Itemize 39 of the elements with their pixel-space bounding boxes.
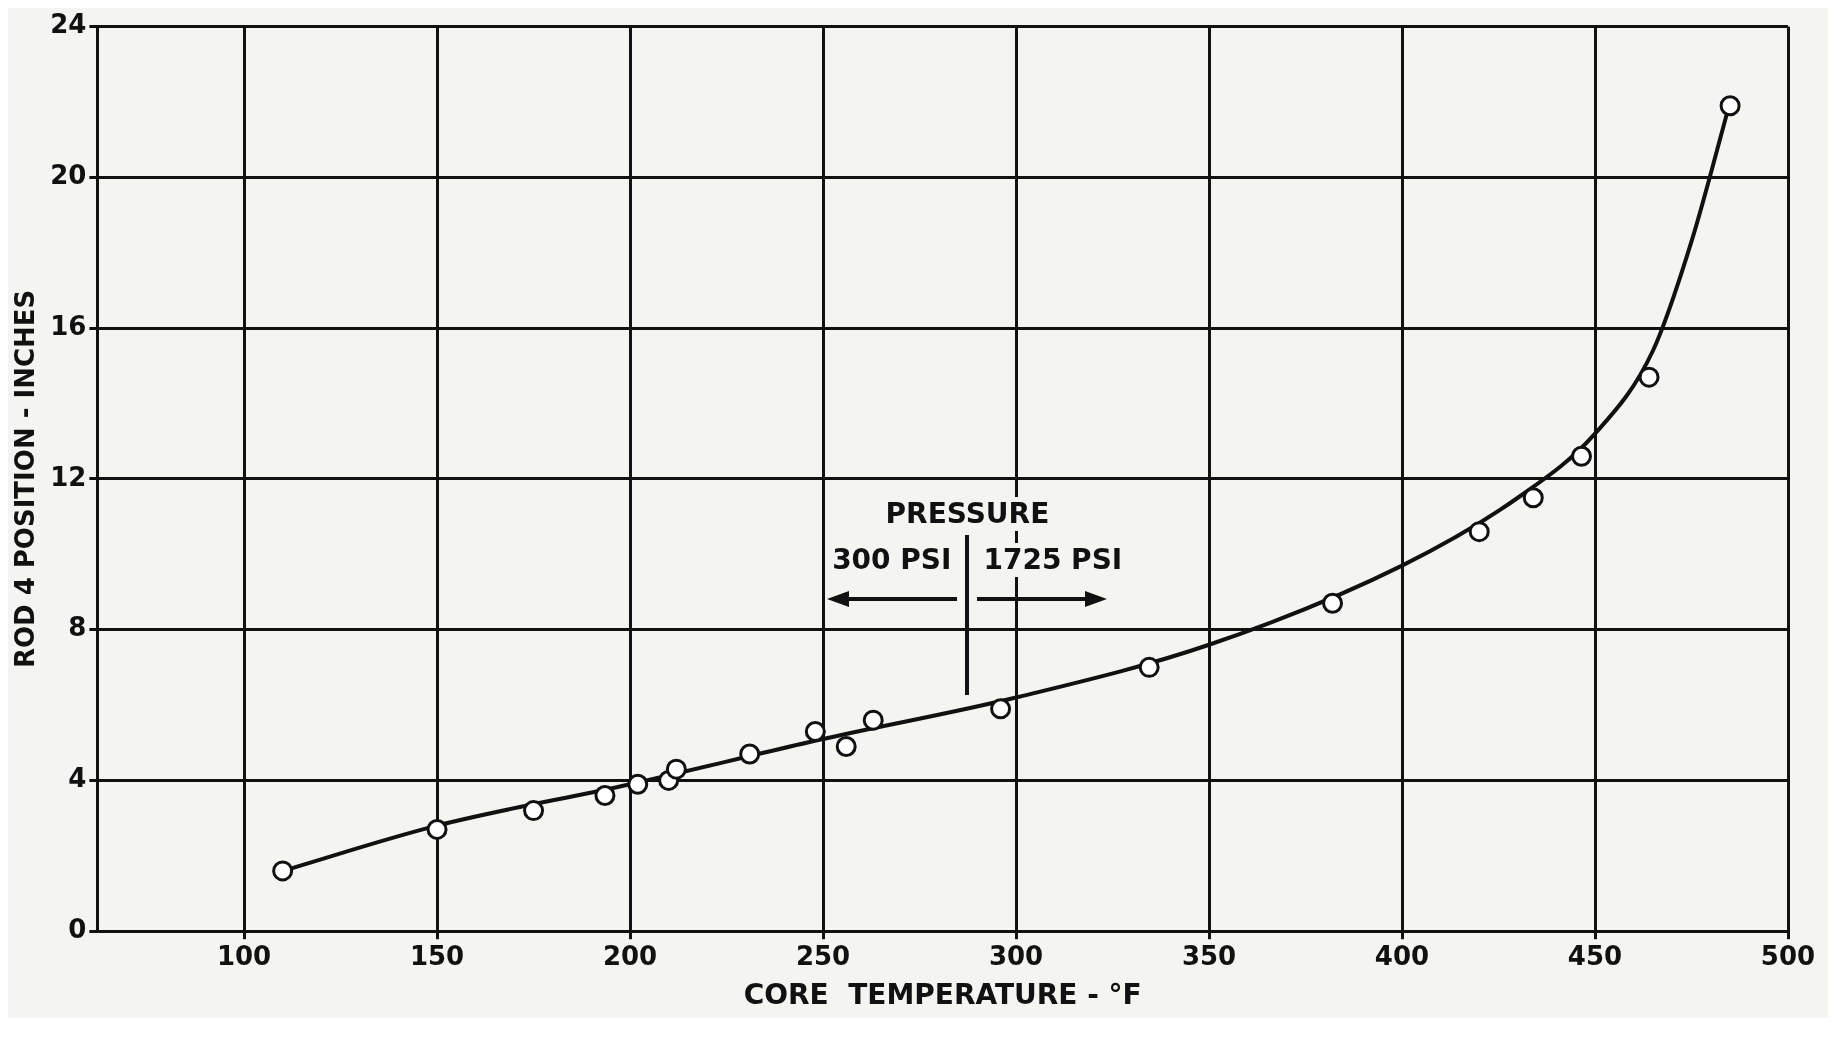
y-tick-label: 12 bbox=[50, 461, 87, 492]
x-tick-label: 400 bbox=[1374, 940, 1430, 971]
y-tick-label: 16 bbox=[50, 310, 87, 341]
x-tick-label: 300 bbox=[988, 940, 1044, 971]
point bbox=[739, 743, 761, 765]
x-tick-label: 350 bbox=[1181, 940, 1237, 971]
point bbox=[627, 773, 649, 795]
y-tick-label: 24 bbox=[50, 9, 87, 40]
point bbox=[1322, 592, 1344, 614]
annotation: 1725 PSI bbox=[979, 542, 1127, 577]
x-tick-label: 450 bbox=[1567, 940, 1623, 971]
x-tick-label: 500 bbox=[1760, 940, 1816, 971]
point bbox=[1638, 366, 1660, 388]
point bbox=[665, 758, 687, 780]
x-tick-label: 200 bbox=[602, 940, 658, 971]
y-tick-label: 20 bbox=[50, 160, 87, 191]
annotation: 300 PSI bbox=[828, 542, 956, 577]
point bbox=[594, 785, 616, 807]
y-axis-title: ROD 4 POSITION - INCHES bbox=[10, 289, 41, 669]
x-tick-label: 150 bbox=[409, 940, 465, 971]
point bbox=[804, 720, 826, 742]
point bbox=[990, 698, 1012, 720]
point bbox=[523, 800, 545, 822]
annotation: PRESSURE bbox=[881, 496, 1054, 531]
point bbox=[1138, 656, 1160, 678]
point bbox=[835, 736, 857, 758]
point bbox=[862, 709, 884, 731]
x-tick-label: 250 bbox=[795, 940, 851, 971]
y-tick-label: 8 bbox=[68, 612, 87, 643]
x-axis-title: CORE TEMPERATURE - °F bbox=[743, 978, 1142, 1012]
point bbox=[1468, 521, 1490, 543]
x-tick-label: 100 bbox=[216, 940, 272, 971]
point bbox=[426, 818, 448, 840]
point bbox=[1719, 95, 1741, 117]
y-tick-label: 4 bbox=[68, 763, 87, 794]
y-tick-label: 0 bbox=[68, 913, 87, 944]
point bbox=[272, 860, 294, 882]
point bbox=[1571, 445, 1592, 467]
point bbox=[1522, 487, 1544, 509]
